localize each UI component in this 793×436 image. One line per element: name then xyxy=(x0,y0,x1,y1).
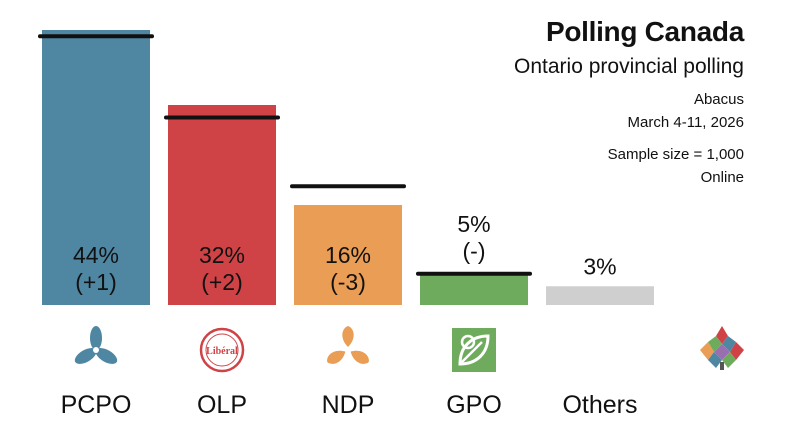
category-label-pcpo: PCPO xyxy=(61,391,132,419)
bars-group xyxy=(42,30,654,305)
sample-size: Sample size = 1,000 xyxy=(607,146,744,163)
pcpo-trillium-icon xyxy=(74,326,118,364)
chart-subtitle: Ontario provincial polling xyxy=(514,55,744,78)
value-labels-group: 44%(+1) 32%(+2) 16%(-3) 5%(-) 3% xyxy=(73,211,617,295)
bar-olp xyxy=(168,105,276,305)
change-label-pcpo: (+1) xyxy=(75,269,117,295)
gpo-leaf-logo-icon xyxy=(452,328,496,372)
value-label-others: 3% xyxy=(583,253,616,279)
polling-canada-logo-icon xyxy=(700,326,744,370)
category-label-others: Others xyxy=(562,391,637,419)
field-dates: March 4-11, 2026 xyxy=(627,114,744,131)
value-label-pcpo: 44% xyxy=(73,242,119,268)
change-label-olp: (+2) xyxy=(201,269,243,295)
bar-others xyxy=(546,286,654,305)
ndp-trillium-icon xyxy=(327,326,369,364)
category-label-olp: OLP xyxy=(197,391,247,419)
previous-lines-group xyxy=(38,34,532,276)
category-labels-group: PCPO OLP NDP GPO Others xyxy=(61,391,638,419)
value-label-ndp: 16% xyxy=(325,242,371,268)
category-label-ndp: NDP xyxy=(322,391,375,419)
chart-title: Polling Canada xyxy=(545,16,744,47)
survey-method: Online xyxy=(700,169,744,186)
change-label-gpo: (-) xyxy=(463,238,486,264)
category-label-gpo: GPO xyxy=(446,391,502,419)
olp-liberal-logo-icon: Libéral xyxy=(199,327,245,373)
value-label-olp: 32% xyxy=(199,242,245,268)
value-label-gpo: 5% xyxy=(457,211,490,237)
bar-pcpo xyxy=(42,30,150,305)
change-label-ndp: (-3) xyxy=(330,269,366,295)
bar-ndp xyxy=(294,205,402,305)
bar-gpo xyxy=(420,273,528,305)
svg-text:Libéral: Libéral xyxy=(206,346,238,357)
pollster-label: Abacus xyxy=(693,91,744,108)
